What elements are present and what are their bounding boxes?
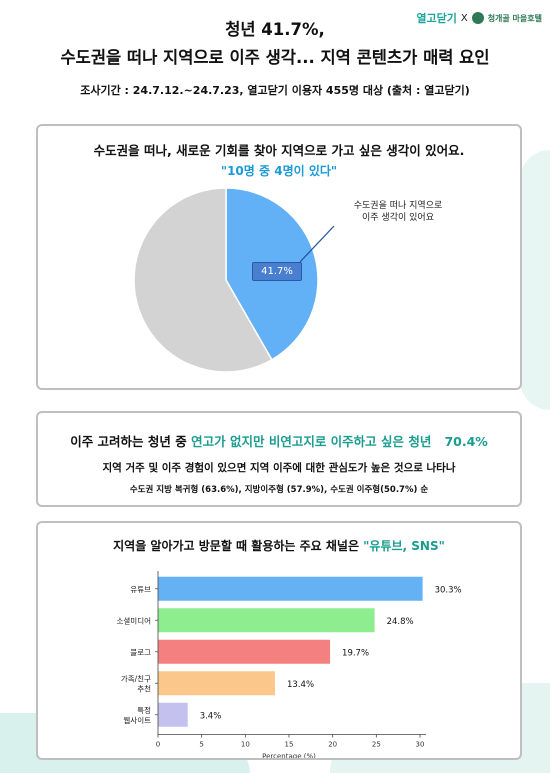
callout-line-2: 이주 생각이 있어요 [362,213,434,223]
stats-line-2: 지역 거주 및 이주 경험이 있으면 지역 이주에 대한 관심도가 높은 것으로… [102,462,456,474]
callout-line-1: 수도권을 떠나 지역으로 [353,201,443,211]
partner-seal-icon [471,12,484,24]
category-label: 가족/친구 추천 [121,673,151,693]
x-tick-label: 30 [416,741,425,749]
stats-panel: 이주 고려하는 청년 중 연고가 없지만 비연고지로 이주하고 싶은 청년 70… [36,411,522,507]
category-label: 유튜브 [130,585,151,594]
pie-chart [133,187,335,373]
title-line-1: 청년 41.7%, [225,20,325,39]
pie-slice-1 [133,187,273,373]
pie-question: 수도권을 떠나, 새로운 기회를 찾아 지역으로 가고 싶은 생각이 있어요. [93,143,465,158]
category-label: 특정 웹사이트 [123,705,151,725]
category-label: 소셜미디어 [117,615,152,625]
x-tick-label: 5 [199,741,203,749]
pie-callout: 수도권을 떠나 지역으로 이주 생각이 있어요 [338,200,458,224]
stats-line-3: 수도권 지방 복귀형 (63.6%), 지방이주형 (57.9%), 수도권 이… [129,485,429,495]
brand-logo: 열고닫기 [416,12,457,25]
bar-value-label: 19.7% [342,648,369,658]
collab-x: X [460,12,468,24]
bar-panel-title: 지역을 알아가고 방문할 때 활용하는 주요 채널은 "유튜브, SNS" [38,537,520,554]
page-title: 청년 41.7%, 수도권을 떠나 지역으로 이주 생각... 지역 콘텐츠가 … [0,16,550,72]
pie-callout-line [299,225,335,263]
bar-3 [158,671,276,696]
bar-chart: 30.3% 유튜브 24.8% 소셜미디어 19.7% 블로그 13.4% 가족/친구 추천 3.… [117,571,462,759]
bar-title-a: 지역을 알아가고 방문할 때 활용하는 주요 채널은 [113,539,364,553]
bar-value-label: 30.3% [435,585,462,595]
x-tick-label: 0 [156,741,160,749]
bar-value-label: 24.8% [387,617,414,627]
x-tick-label: 10 [241,741,250,749]
pie-panel: 수도권을 떠나, 새로운 기회를 찾아 지역으로 가고 싶은 생각이 있어요. … [36,124,522,390]
pie-value-badge: 41.7% [252,262,302,281]
x-tick-label: 15 [285,741,294,749]
bar-panel: 지역을 알아가고 방문할 때 활용하는 주요 채널은 "유튜브, SNS" 30… [36,521,522,760]
category-label: 블로그 [130,648,151,657]
x-tick-label: 25 [372,741,381,749]
stats-headline-a: 이주 고려하는 청년 중 [70,434,192,449]
survey-info: 조사기간 : 24.7.12.~24.7.23, 열고닫기 이용자 455명 대… [80,84,470,97]
partner-logo: 청개골 마을호텔 [487,13,542,23]
x-tick-label: 20 [328,741,337,749]
pie-highlight: "10명 중 4명이 있다" [220,164,338,178]
bar-value-label: 13.4% [287,680,314,690]
decor-side-right [520,150,550,410]
x-axis-label: Percentage (%) [262,753,316,759]
bar-0 [158,576,423,601]
title-line-2: 수도권을 떠나 지역으로 이주 생각... 지역 콘텐츠가 매력 요인 [60,48,490,67]
bar-4 [158,702,188,727]
bar-1 [158,608,375,633]
bar-title-b: "유튜브, SNS" [363,539,445,553]
stats-headline-b: 연고가 없지만 비연고지로 이주하고 싶은 청년 [191,434,432,449]
bar-value-label: 3.4% [200,711,222,721]
stats-headline: 이주 고려하는 청년 중 연고가 없지만 비연고지로 이주하고 싶은 청년 70… [38,431,520,450]
stats-headline-value: 70.4% [444,434,488,449]
bar-2 [158,639,331,664]
header-logos: 열고닫기 X 청개골 마을호텔 [416,10,542,26]
